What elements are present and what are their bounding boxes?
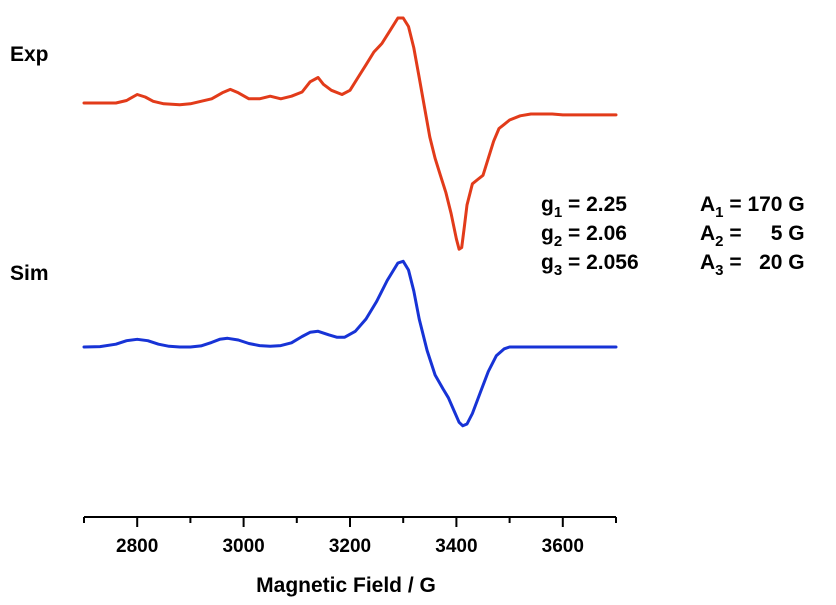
param-a1: A1 = 170 G xyxy=(700,193,805,221)
exp-label: Exp xyxy=(10,43,49,66)
param-a2: A2 = 5 G xyxy=(700,222,805,250)
x-axis-title: Magnetic Field / G xyxy=(256,574,436,597)
param-a3: A3 = 20 G xyxy=(700,251,805,279)
x-tick-label: 3200 xyxy=(329,536,371,557)
param-g3: g3 = 2.056 xyxy=(541,251,639,279)
x-tick-label: 3400 xyxy=(435,536,477,557)
param-g2: g2 = 2.06 xyxy=(541,222,627,250)
series-line-sim xyxy=(82,259,618,428)
x-tick-label: 2800 xyxy=(116,536,158,557)
x-tick-label: 3600 xyxy=(542,536,584,557)
series-line-exp xyxy=(82,16,618,251)
parameters-block: g1 = 2.25 g2 = 2.06 g3 = 2.056 A1 = 170 … xyxy=(541,193,805,279)
x-ticks: 2800 3000 3200 3400 3600 xyxy=(83,517,617,557)
sim-label: Sim xyxy=(10,262,49,285)
param-g1: g1 = 2.25 xyxy=(541,193,627,221)
x-axis: 2800 3000 3200 3400 3600 Magnetic Field / G xyxy=(83,516,617,597)
traces-group xyxy=(82,16,618,428)
x-tick-label: 3000 xyxy=(222,536,264,557)
